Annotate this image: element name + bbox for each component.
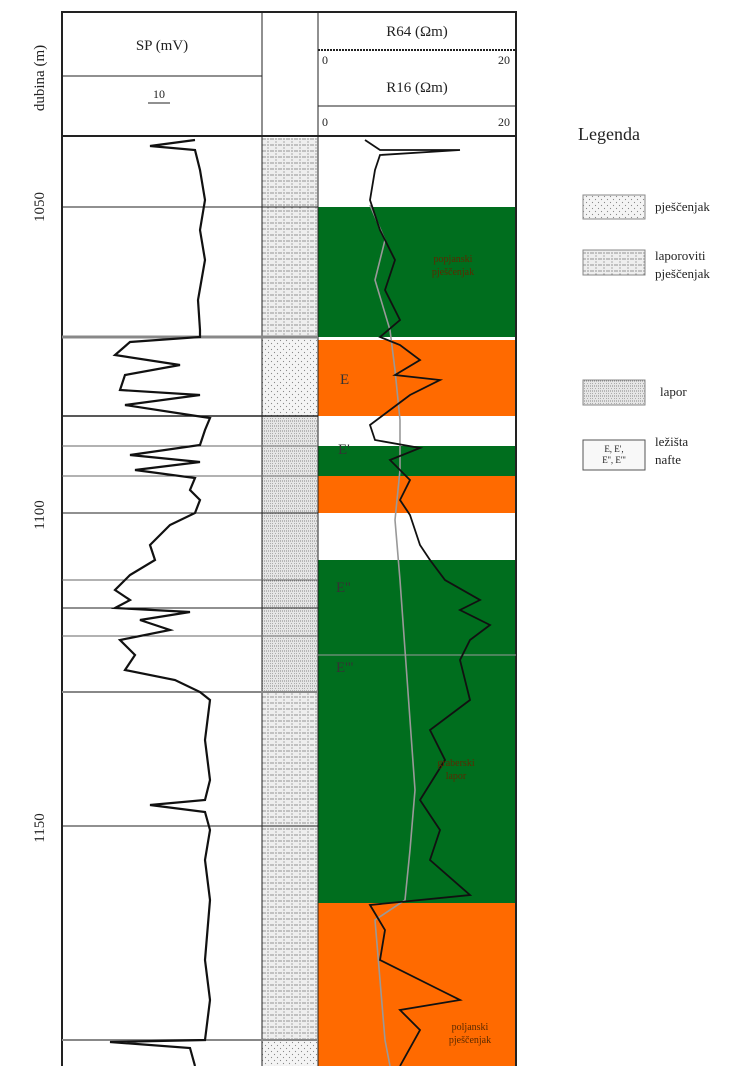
depth-tick: 1100 — [32, 500, 48, 529]
legend-swatch — [582, 249, 646, 276]
depth-tick: 1150 — [32, 813, 48, 842]
zone-label: graberski lapor — [437, 758, 474, 782]
r16-min: 0 — [322, 115, 328, 129]
legend-label: pješčenjak — [655, 199, 710, 214]
zone-label: E' — [338, 442, 350, 458]
r16-curve — [364, 139, 492, 1066]
legend-label: laporoviti pješčenjak — [655, 248, 710, 281]
zone-label: E — [340, 372, 349, 388]
zone-label: popjanski pješčenjak — [432, 254, 474, 278]
legend-swatch — [582, 379, 646, 406]
legend-title: Legenda — [578, 124, 640, 144]
zone-label: E''' — [336, 660, 354, 676]
r16-title: R16 (Ωm) — [386, 80, 448, 96]
r16-max: 20 — [498, 115, 510, 129]
zone-label: poljanski pješčenjak — [449, 1022, 491, 1046]
lithology — [262, 138, 318, 1066]
r64-max: 20 — [498, 53, 510, 67]
frame — [61, 11, 517, 1066]
legend-label: ležišta nafte — [655, 434, 688, 467]
legend-label: lapor — [660, 384, 687, 399]
depth-tick: 1050 — [32, 192, 48, 222]
legend-swatch — [582, 439, 646, 471]
zone-label: E'' — [336, 580, 351, 596]
r64-title: R64 (Ωm) — [386, 24, 448, 40]
sp-scale: 10 — [153, 87, 165, 101]
legend-symbol: E, E', E'', E''' — [602, 444, 626, 465]
sp-title: SP (mV) — [136, 38, 188, 54]
depth-label: dubina (m) — [32, 45, 48, 111]
sp-curve — [109, 138, 212, 1066]
r64-min: 0 — [322, 53, 328, 67]
zones — [318, 207, 516, 1066]
legend-swatch — [582, 194, 646, 220]
r64-curve — [369, 204, 416, 1066]
